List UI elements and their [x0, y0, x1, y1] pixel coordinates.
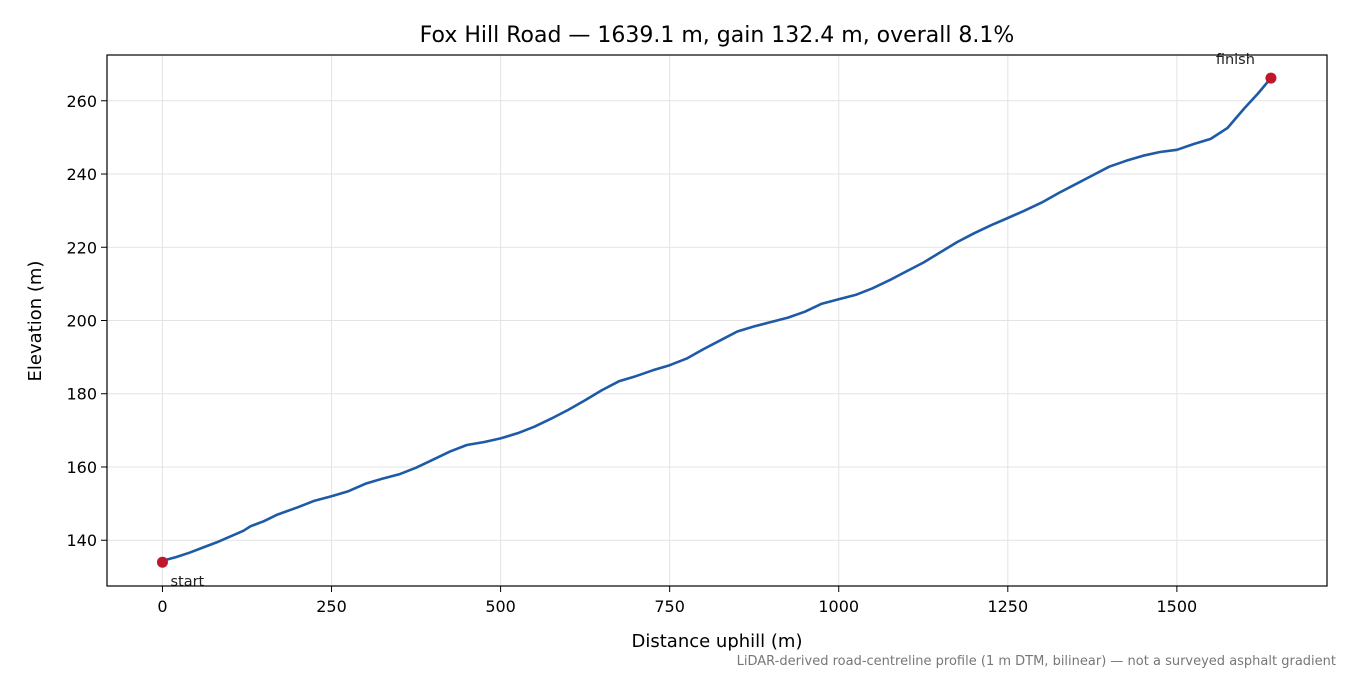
y-tick-label: 240 — [66, 165, 97, 184]
y-tick-label: 200 — [66, 312, 97, 331]
x-tick-label: 250 — [316, 597, 347, 616]
y-axis-label: Elevation (m) — [25, 261, 46, 382]
x-tick-label: 750 — [654, 597, 685, 616]
x-tick-label: 500 — [485, 597, 516, 616]
plot-area: start finish — [156, 52, 1277, 590]
finish-marker — [1265, 72, 1277, 84]
x-tick-label: 1250 — [987, 597, 1028, 616]
y-tick-label: 180 — [66, 385, 97, 404]
start-marker — [156, 556, 168, 568]
chart-footnote: LiDAR-derived road-centreline profile (1… — [737, 654, 1336, 669]
y-tick-label: 140 — [66, 531, 97, 550]
y-tick-label: 220 — [66, 238, 97, 257]
finish-label: finish — [1216, 52, 1255, 68]
elevation-line — [161, 76, 1273, 562]
y-tick-label: 260 — [66, 92, 97, 111]
x-tick-label: 0 — [157, 597, 167, 616]
x-tick-label: 1000 — [818, 597, 859, 616]
y-tick-label: 160 — [66, 458, 97, 477]
y-axis-ticks: 140 160 180 200 220 240 260 — [66, 92, 107, 550]
grid-lines — [107, 55, 1327, 586]
x-axis-ticks: 0 250 500 750 1000 1250 1500 — [157, 586, 1197, 616]
start-label: start — [170, 574, 204, 590]
x-tick-label: 1500 — [1157, 597, 1198, 616]
x-axis-label: Distance uphill (m) — [632, 631, 803, 652]
chart-title: Fox Hill Road — 1639.1 m, gain 132.4 m, … — [420, 23, 1015, 48]
